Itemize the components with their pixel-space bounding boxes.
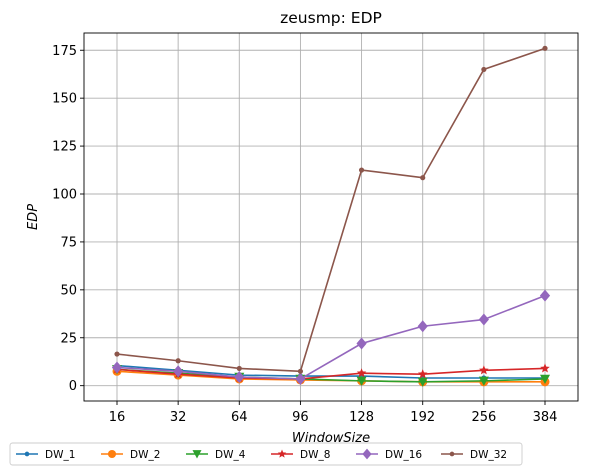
- data-point: [111, 361, 123, 374]
- x-tick-label: 64: [231, 410, 248, 425]
- legend-marker: [277, 449, 287, 458]
- x-tick-label: 16: [109, 410, 126, 425]
- data-point: [234, 371, 245, 384]
- plot-area: [83, 32, 579, 402]
- y-tick-label: 50: [60, 283, 77, 298]
- series-layer: [111, 45, 551, 387]
- data-point: [542, 45, 548, 51]
- chart-title: zeusmp: EDP: [280, 9, 382, 27]
- data-point: [540, 374, 550, 384]
- legend-label: DW_8: [300, 449, 330, 461]
- data-point: [356, 337, 367, 350]
- legend-marker: [362, 448, 372, 460]
- data-point: [479, 365, 489, 375]
- legend-label: DW_32: [470, 449, 507, 461]
- legend-box: [9, 442, 523, 466]
- data-point: [417, 320, 428, 333]
- data-point: [420, 175, 426, 181]
- legend-label: DW_1: [45, 449, 75, 461]
- data-point: [478, 376, 489, 386]
- legend-marker: [24, 451, 30, 457]
- x-tick-label: 32: [170, 410, 187, 425]
- data-point: [358, 167, 365, 173]
- y-axis-label: EDP: [26, 204, 41, 230]
- data-point: [539, 289, 551, 302]
- series-dw-32: [114, 45, 548, 374]
- x-axis-label: WindowSize: [292, 431, 370, 446]
- legend-entry: DW_4: [186, 449, 246, 461]
- legend-entry: DW_8: [271, 449, 330, 461]
- legend-marker: [192, 450, 202, 459]
- data-point: [173, 365, 184, 378]
- y-tick-label: 175: [52, 44, 77, 59]
- data-point: [236, 365, 242, 372]
- y-axis: 0 25 50 75 100 125 150 175: [52, 44, 84, 394]
- series-line: [116, 367, 546, 380]
- data-point: [540, 363, 550, 373]
- x-tick-label: 96: [292, 410, 309, 425]
- y-tick-label: 25: [60, 331, 77, 346]
- y-tick-label: 125: [52, 140, 77, 155]
- data-point: [481, 66, 487, 73]
- data-point: [478, 313, 489, 326]
- legend-marker: [107, 449, 117, 459]
- legend-entry: DW_2: [101, 449, 160, 461]
- legend-label: DW_2: [130, 449, 160, 461]
- y-tick-label: 100: [52, 188, 77, 203]
- x-tick-label: 128: [349, 410, 374, 425]
- data-point: [175, 358, 181, 364]
- legend: DW_1 DW_2 DW_4 DW_8 DW_16 DW_32: [9, 442, 523, 466]
- data-point: [114, 351, 120, 357]
- y-tick-label: 0: [69, 379, 77, 394]
- data-point: [297, 368, 304, 374]
- legend-entry: DW_1: [16, 449, 75, 461]
- series-dw-16: [111, 289, 551, 385]
- data-point: [417, 377, 428, 387]
- series-line: [116, 368, 546, 383]
- legend-entry: DW_32: [441, 449, 507, 461]
- grid: [84, 33, 578, 401]
- data-point: [356, 376, 367, 386]
- x-axis: 16 32 64 96 128 192 256 384: [109, 401, 558, 425]
- data-point: [356, 368, 367, 378]
- x-tick-label: 256: [471, 410, 496, 425]
- series-line: [116, 47, 546, 373]
- data-point: [295, 372, 306, 385]
- x-tick-label: 192: [410, 410, 435, 425]
- legend-label: DW_4: [215, 449, 246, 461]
- y-tick-label: 150: [52, 92, 77, 107]
- legend-entry: DW_16: [356, 448, 422, 461]
- y-tick-label: 75: [60, 235, 77, 250]
- data-point: [417, 369, 428, 379]
- series-line: [116, 294, 546, 380]
- legend-marker: [449, 451, 455, 457]
- legend-label: DW_16: [385, 449, 422, 461]
- x-tick-label: 384: [533, 410, 558, 425]
